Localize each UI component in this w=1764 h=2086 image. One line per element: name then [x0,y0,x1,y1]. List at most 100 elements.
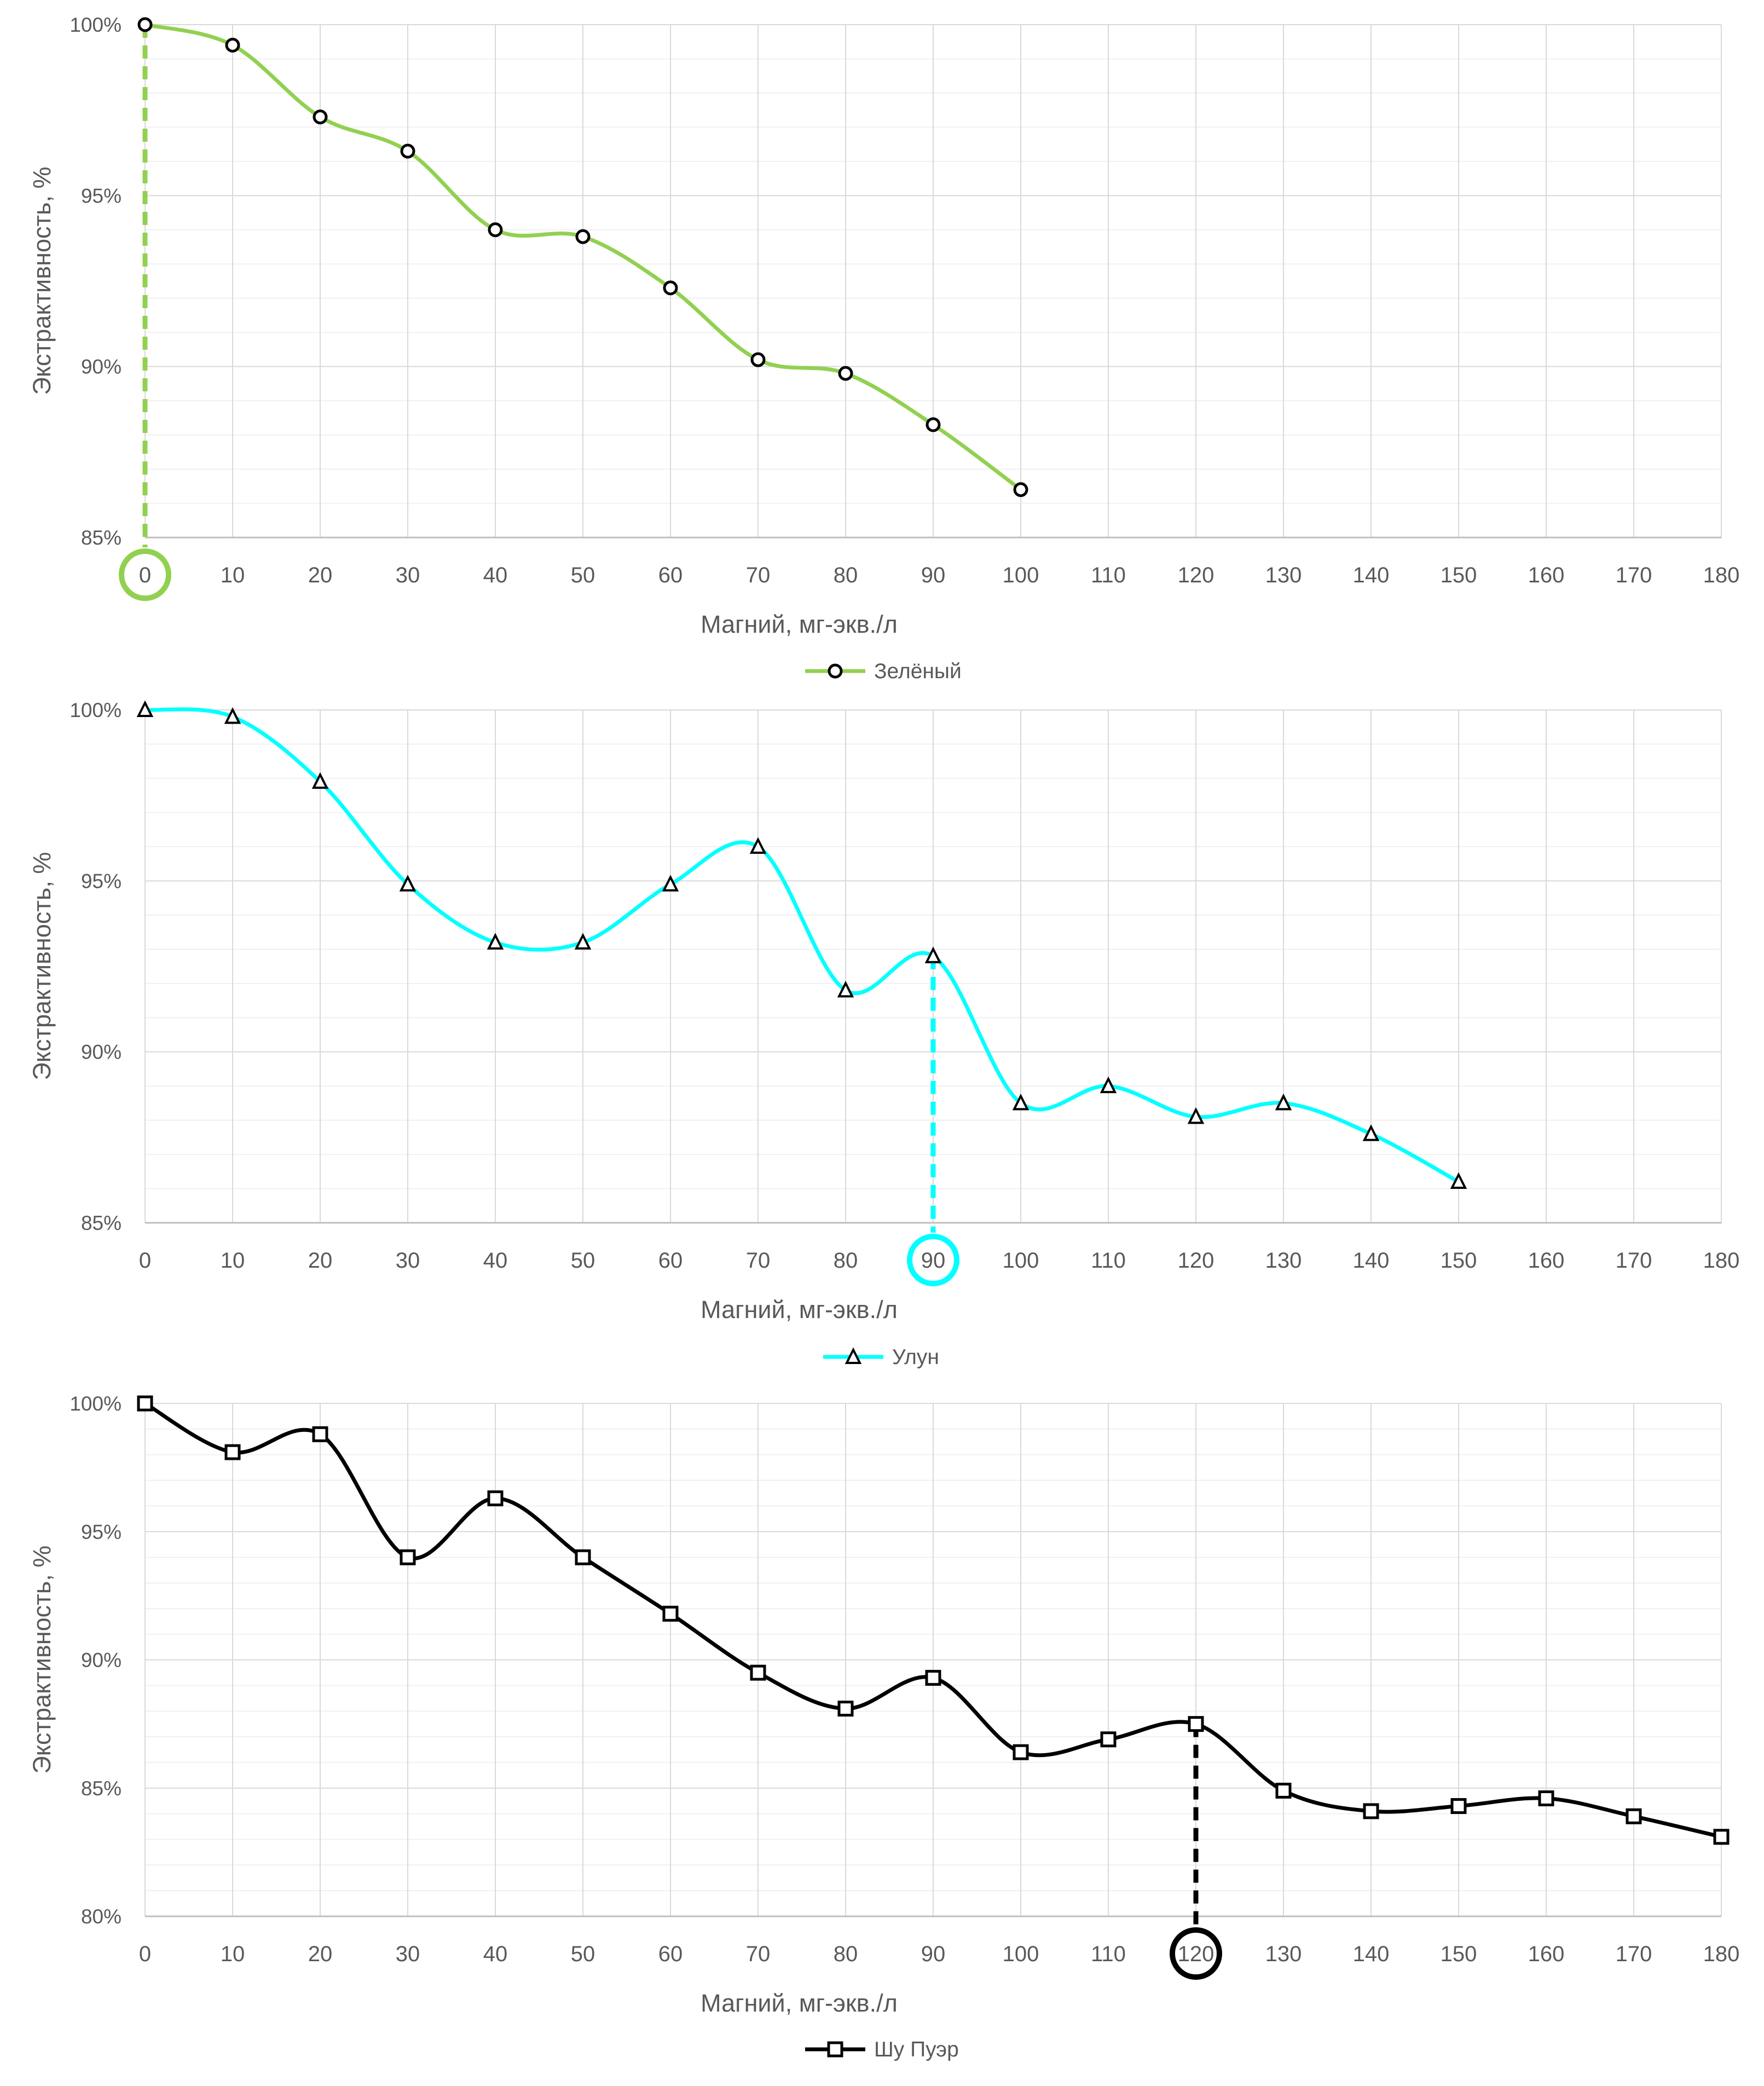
chart-panel-oolong: 85% 90% 95% 100% Улун 0 10 20 30 40 50 60 70 80 90 100 1… [0,691,1764,1382]
x-tick-label: 160 [1528,1249,1565,1273]
legend-marker [845,1347,862,1364]
data-point [488,222,503,238]
data-point [837,1701,854,1717]
series-square [137,1395,1730,1845]
data-point [487,933,504,950]
x-tick-label: 160 [1528,563,1565,587]
data-point [926,417,941,432]
y-tick-label: 85% [81,1777,122,1800]
x-tick-label: 130 [1265,1942,1302,1966]
legend-label: Шу Пуэр [874,2038,959,2061]
data-point [1100,1731,1117,1748]
y-axis-title: Экстрактивность, % [28,167,56,395]
x-tick-label: 40 [483,1249,508,1273]
x-tick-label: 80 [834,1249,858,1273]
data-point [312,1426,328,1442]
gridlines [144,1403,1722,1917]
y-tick-label: 95% [81,1521,122,1543]
y-tick-label: 100% [70,14,122,36]
data-point [1012,1093,1030,1111]
x-tick-label: 160 [1528,1942,1565,1966]
chart-green: 85% 90% 95% 100% Зелёный 0 10 20 30 40 50 60 70 80 90 1… [28,14,1740,683]
data-point [925,1669,941,1686]
y-tick-label: 85% [81,527,122,549]
data-point [1275,1093,1292,1111]
data-point [750,352,766,367]
x-tick-label: 140 [1353,563,1390,587]
x-tick-label: 70 [746,1942,771,1966]
y-tick-label: 85% [81,1212,122,1234]
highlight-circle [119,548,171,601]
x-tick-label: 70 [746,563,771,587]
data-point [311,772,329,789]
data-point [487,1490,504,1506]
chart-panel-green: 85% 90% 95% 100% Зелёный 0 10 20 30 40 50 60 70 80 90 1… [0,0,1764,691]
x-tick-label: 70 [746,1249,771,1273]
x-tick-label: 50 [571,1249,595,1273]
x-tick-label: 60 [658,563,683,587]
x-tick-label: 110 [1091,1942,1126,1966]
data-point [1100,1076,1117,1094]
data-point [575,229,591,244]
y-tick-label: 90% [81,1649,122,1672]
x-tick-label: 50 [571,1942,595,1966]
x-tick-label: 140 [1353,1249,1390,1273]
data-point [224,1444,241,1460]
data-point [1362,1124,1380,1141]
series-line [143,707,1461,1184]
data-point [1187,1107,1205,1124]
y-tick-label: 90% [81,1041,122,1064]
x-tick-label: 0 [139,1942,151,1966]
x-tick-label: 170 [1616,563,1652,587]
x-tick-label: 20 [308,1942,333,1966]
data-point [313,109,328,125]
x-tick-label: 80 [834,563,858,587]
series-circle [137,17,1028,498]
x-tick-label: 110 [1091,563,1126,587]
legend-label: Улун [892,1345,939,1369]
y-axis-title: Экстрактивность, % [28,852,56,1080]
x-tick-label: 180 [1703,563,1740,587]
x-tick-label: 60 [658,1249,683,1273]
data-point [400,1549,416,1565]
x-tick-label: 20 [308,1249,333,1273]
legend-marker [827,2041,843,2058]
data-point [1363,1803,1379,1819]
x-tick-label: 100 [1003,1942,1039,1966]
x-tick-label: 180 [1703,1942,1740,1966]
legend: Шу Пуэр [805,2038,959,2061]
data-point [1538,1790,1554,1806]
x-tick-label: 20 [308,563,333,587]
data-point [663,280,678,296]
data-point [749,837,767,854]
data-point [136,700,154,717]
legend-label: Зелёный [874,660,962,683]
data-point [399,875,417,892]
y-tick-label: 90% [81,356,122,378]
x-tick-label: 30 [396,563,420,587]
x-tick-label: 60 [658,1942,683,1966]
x-tick-label: 120 [1178,563,1214,587]
legend: Зелёный [805,660,962,683]
x-tick-label: 90 [921,1942,946,1966]
data-point [1713,1829,1730,1845]
data-point [1013,1744,1029,1760]
legend-marker [828,663,843,679]
data-point [224,707,241,724]
data-point [137,1395,153,1412]
x-tick-label: 50 [571,563,595,587]
y-tick-label: 95% [81,184,122,207]
highlight-circle [907,1234,959,1286]
x-tick-label: 110 [1091,1249,1126,1273]
y-tick-label: 80% [81,1905,122,1928]
data-point [225,37,240,53]
x-tick-label: 80 [834,1942,858,1966]
chart-panel-puer: 80% 85% 90% 95% 100% Шу Пуэр 0 10 20 30 40 50 60 70 80… [0,1382,1764,2086]
x-tick-label: 120 [1178,1249,1214,1273]
x-tick-label: 40 [483,1942,508,1966]
x-tick-label: 90 [921,563,946,587]
x-tick-label: 120 [1178,1942,1214,1966]
data-point [574,933,592,950]
series-line [143,1401,1723,1839]
data-point [924,946,942,963]
